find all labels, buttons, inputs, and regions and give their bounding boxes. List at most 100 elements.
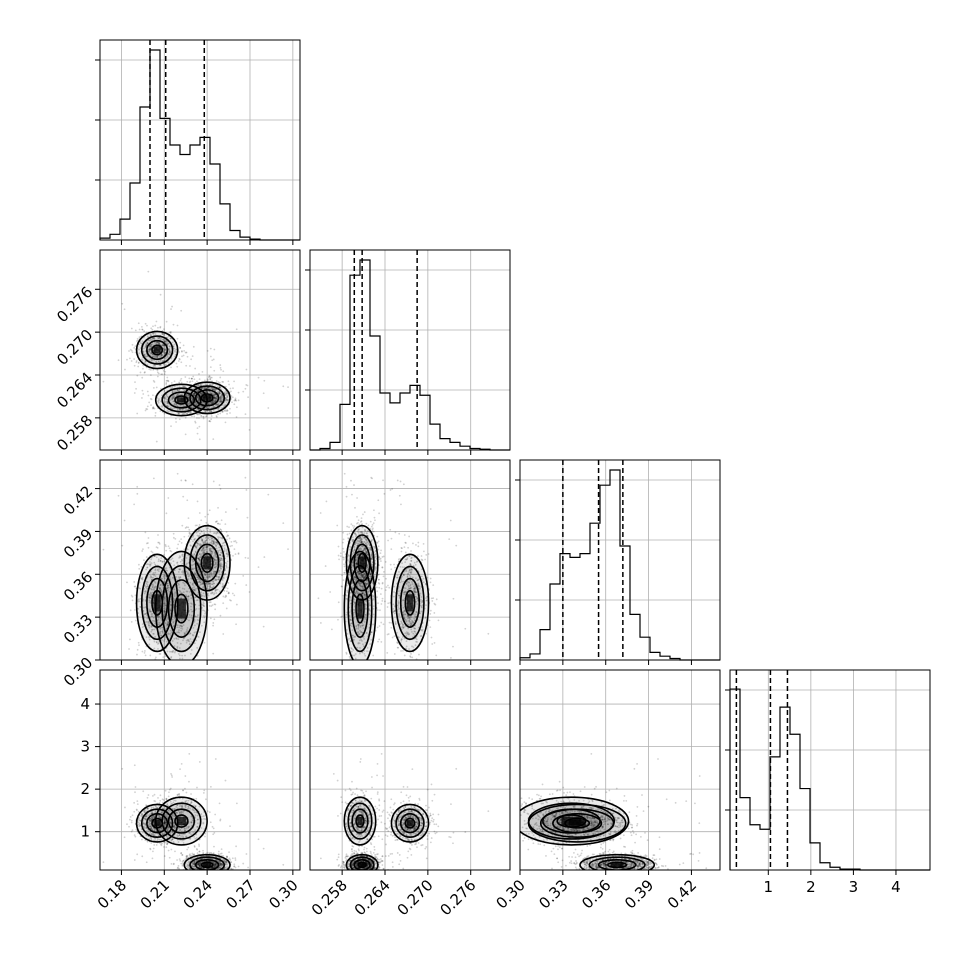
scatter-point — [179, 625, 182, 627]
scatter-point — [197, 535, 200, 538]
scatter-point — [230, 559, 233, 562]
scatter-point — [166, 623, 169, 626]
scatter-point — [220, 564, 223, 567]
scatter-point — [196, 413, 199, 416]
scatter-point — [225, 401, 228, 404]
scatter-point — [223, 392, 226, 395]
scatter-point — [191, 603, 193, 605]
scatter-point — [141, 577, 144, 580]
scatter-point — [147, 622, 149, 624]
scatter-point — [152, 332, 155, 335]
scatter-point — [144, 586, 147, 588]
scatter-point — [148, 359, 151, 362]
scatter-point — [214, 531, 216, 534]
scatter-point — [157, 558, 160, 561]
scatter-point — [234, 398, 237, 401]
scatter-point — [162, 369, 165, 372]
scatter-point — [212, 409, 215, 412]
scatter-point — [133, 503, 136, 506]
scatter-point — [180, 309, 183, 312]
scatter-point — [226, 555, 229, 558]
scatter-point — [157, 643, 159, 645]
scatter-point — [208, 411, 211, 413]
scatter-point — [151, 615, 153, 618]
scatter-point — [166, 379, 169, 382]
scatter-point — [153, 337, 156, 340]
scatter-point — [197, 569, 200, 572]
scatter-point — [166, 623, 169, 626]
density-peak — [176, 598, 186, 619]
scatter-point — [148, 594, 151, 597]
scatter-point — [176, 324, 179, 327]
scatter-point — [218, 386, 221, 389]
scatter-point — [394, 531, 397, 534]
scatter-point — [209, 355, 212, 358]
scatter-point — [191, 483, 194, 486]
scatter-point — [161, 584, 164, 587]
panel-frame — [309, 249, 511, 451]
scatter-point — [181, 559, 184, 562]
scatter-point — [194, 537, 197, 540]
scatter-point — [187, 595, 190, 598]
scatter-point — [195, 599, 198, 602]
scatter-point — [194, 596, 197, 598]
scatter-point — [152, 632, 155, 635]
scatter-point — [354, 576, 357, 579]
scatter-point — [215, 532, 218, 535]
scatter-point — [128, 350, 130, 352]
scatter-point — [170, 558, 173, 561]
scatter-point — [193, 596, 196, 599]
scatter-point — [130, 360, 133, 362]
scatter-point — [206, 573, 209, 575]
scatter-point — [184, 632, 187, 635]
scatter-point — [163, 340, 166, 343]
scatter-point — [205, 415, 207, 418]
scatter-point — [211, 537, 214, 540]
scatter-point — [161, 354, 163, 357]
scatter-point — [133, 392, 136, 394]
scatter-point — [196, 380, 198, 383]
contour-line — [151, 344, 164, 356]
scatter-point — [142, 367, 144, 370]
scatter-point — [160, 354, 163, 357]
scatter-point — [410, 628, 413, 631]
scatter-point — [206, 535, 209, 538]
scatter-point — [168, 559, 171, 562]
scatter-point — [218, 569, 221, 572]
scatter-point — [176, 365, 179, 368]
scatter-point — [191, 559, 194, 561]
scatter-point — [208, 604, 211, 607]
scatter-point — [133, 581, 136, 583]
scatter-point — [208, 601, 211, 604]
scatter-point — [145, 408, 148, 410]
scatter-point — [209, 549, 212, 552]
scatter-point — [182, 408, 184, 411]
scatter-point — [184, 385, 186, 388]
scatter-point — [212, 401, 215, 404]
scatter-point — [167, 545, 170, 548]
scatter-point — [185, 570, 188, 573]
scatter-point — [201, 538, 203, 541]
scatter-point — [197, 557, 200, 560]
scatter-point — [168, 351, 171, 354]
scatter-point — [139, 347, 142, 349]
scatter-point — [197, 558, 200, 560]
scatter-point — [198, 556, 201, 559]
scatter-point — [189, 390, 192, 392]
scatter-point — [356, 554, 359, 557]
scatter-point — [165, 383, 168, 386]
scatter-point — [225, 398, 228, 401]
scatter-point — [174, 650, 177, 653]
scatter-point — [214, 562, 217, 565]
scatter-point — [221, 395, 224, 397]
scatter-point — [154, 355, 157, 358]
scatter-point — [158, 343, 161, 345]
scatter-point — [214, 399, 217, 402]
scatter-point — [193, 619, 196, 622]
scatter-point — [186, 590, 189, 593]
scatter-point — [158, 587, 161, 590]
scatter-point — [161, 561, 164, 563]
scatter-point — [199, 413, 201, 416]
scatter-point — [189, 544, 192, 547]
scatter-point — [149, 374, 152, 377]
